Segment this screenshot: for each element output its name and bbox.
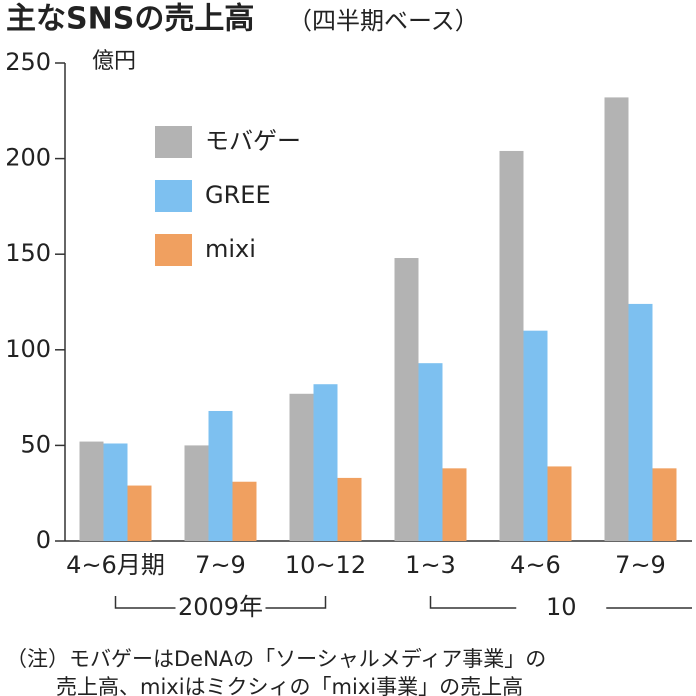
y-tick-label: 0 — [36, 526, 51, 554]
bar — [79, 441, 104, 541]
x-tick-label: 4~6月期 — [66, 551, 165, 579]
bar — [184, 445, 209, 541]
chart-subtitle: （四半期ベース） — [288, 7, 479, 35]
bar — [418, 363, 443, 541]
note: （注）モバゲーはDeNAの「ソーシャルメディア事業」の — [6, 647, 546, 671]
bar — [103, 443, 128, 541]
x-tick-label: 7~9 — [615, 551, 666, 579]
x-tick-label: 10~12 — [285, 551, 366, 579]
bar — [442, 468, 467, 541]
y-tick-label: 150 — [5, 239, 51, 267]
group-bracket — [429, 596, 692, 609]
bar — [289, 393, 314, 541]
legend-label: mixi — [205, 235, 256, 263]
legend-swatch — [155, 180, 192, 212]
y-unit: 億円 — [92, 49, 136, 74]
bar — [313, 384, 338, 541]
bar — [127, 485, 152, 541]
bar — [652, 468, 677, 541]
y-tick-label: 200 — [5, 144, 51, 172]
bar — [547, 466, 572, 541]
bar — [232, 481, 257, 541]
legend-swatch — [155, 234, 192, 266]
bar — [394, 258, 419, 541]
group-bracket — [114, 596, 327, 609]
legend-label: GREE — [205, 181, 271, 209]
y-tick-label: 100 — [5, 335, 51, 363]
bar — [208, 410, 233, 541]
legend-label: モバゲー — [205, 127, 301, 155]
x-tick-label: 4~6 — [510, 551, 561, 579]
bar — [499, 150, 524, 541]
bar — [337, 477, 362, 541]
bar — [604, 97, 629, 541]
bar — [628, 303, 653, 541]
y-tick-label: 50 — [20, 430, 51, 458]
legend-swatch — [155, 126, 192, 158]
x-tick-label: 7~9 — [195, 551, 246, 579]
group-label: 2009年 — [178, 593, 263, 621]
y-tick-label: 250 — [5, 48, 51, 76]
chart-title: 主なSNSの売上高 — [6, 2, 254, 37]
group-label: 10 — [546, 593, 577, 621]
x-tick-label: 1~3 — [405, 551, 456, 579]
bar — [523, 330, 548, 541]
note: 売上高、mixiはミクシィの「mixi事業」の売上高 — [56, 675, 523, 696]
